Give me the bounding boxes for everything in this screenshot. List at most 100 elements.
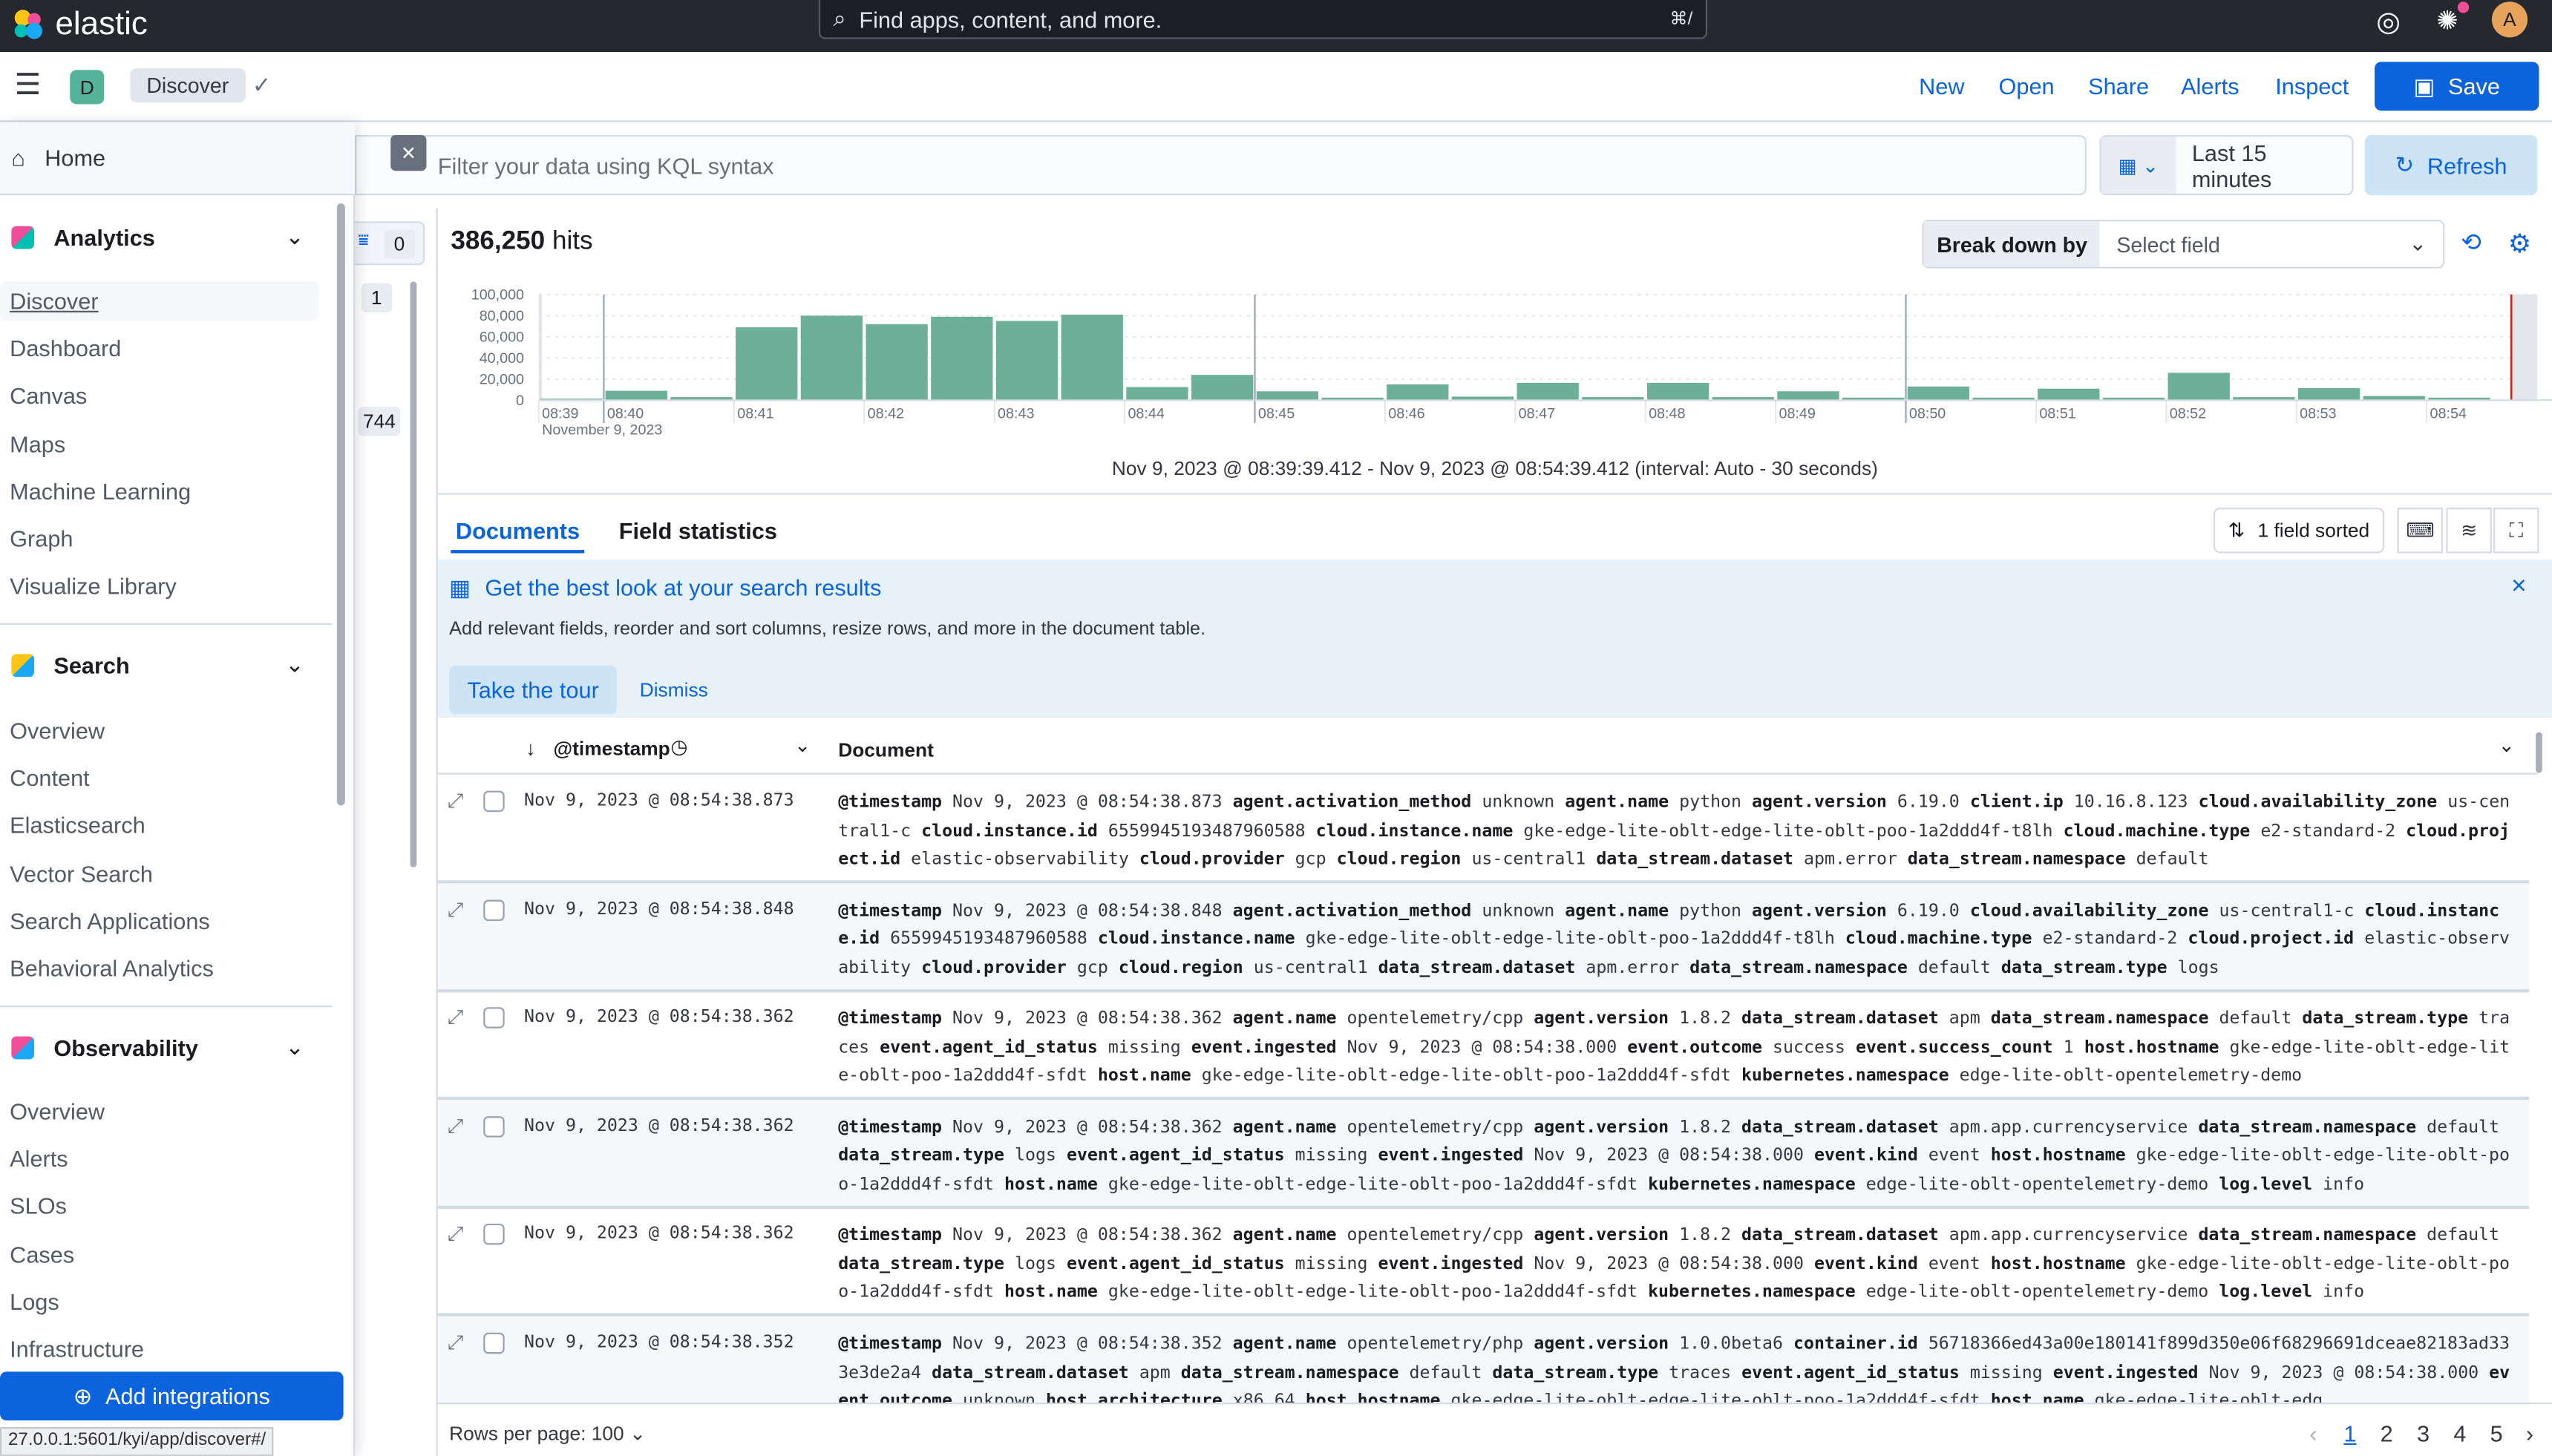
gear-icon[interactable]: ⚙: [2507, 231, 2532, 259]
open-button[interactable]: Open: [1998, 73, 2055, 99]
column-timestamp[interactable]: @timestamp: [553, 737, 670, 760]
histogram-bar: [736, 327, 798, 401]
new-button[interactable]: New: [1919, 73, 1965, 99]
scrollbar[interactable]: [2536, 732, 2542, 773]
date-picker[interactable]: ▦ ⌄ Last 15 minutes: [2099, 134, 2354, 196]
nav-group-search[interactable]: Search ⌄: [11, 651, 304, 678]
alerts-button[interactable]: Alerts: [2181, 73, 2239, 99]
date-range-label[interactable]: Last 15 minutes: [2191, 139, 2272, 191]
nav-item-discover[interactable]: Discover: [0, 281, 319, 321]
nav-item-elasticsearch[interactable]: Elasticsearch: [10, 812, 145, 839]
expand-icon[interactable]: ⤢: [447, 1006, 464, 1029]
page-2[interactable]: 2: [2380, 1420, 2393, 1447]
scrollbar[interactable]: [336, 203, 345, 806]
nav-item-visualize-library[interactable]: Visualize Library: [10, 573, 177, 600]
breakdown-placeholder[interactable]: Select field: [2116, 232, 2220, 257]
close-icon[interactable]: ×: [390, 134, 427, 171]
expand-icon[interactable]: ⤢: [447, 897, 464, 921]
nav-item-cases[interactable]: Cases: [10, 1241, 75, 1268]
nav-item-machine-learning[interactable]: Machine Learning: [10, 478, 192, 505]
nav-item-overview[interactable]: Overview: [10, 1098, 105, 1125]
prev-page-icon[interactable]: ‹: [2309, 1420, 2317, 1447]
breadcrumb-discover[interactable]: Discover: [130, 68, 246, 103]
dismiss-button[interactable]: Dismiss: [639, 678, 708, 702]
chevron-down-icon: ⌄: [285, 1033, 305, 1060]
expand-icon[interactable]: ⤢: [447, 1114, 464, 1138]
menu-icon[interactable]: ☰: [14, 68, 42, 101]
next-page-icon[interactable]: ›: [2525, 1420, 2534, 1447]
tab-field-statistics[interactable]: Field statistics: [618, 517, 777, 544]
user-avatar[interactable]: A: [2491, 1, 2528, 38]
nav-item-alerts[interactable]: Alerts: [10, 1146, 68, 1173]
space-badge[interactable]: D: [70, 70, 105, 105]
global-search[interactable]: ⌕ Find apps, content, and more. ⌘/: [818, 0, 1708, 39]
keyboard-icon[interactable]: ⌨: [2397, 508, 2444, 554]
page-1[interactable]: 1: [2343, 1420, 2357, 1447]
row-checkbox[interactable]: [483, 1007, 505, 1029]
fullscreen-icon[interactable]: ⛶: [2493, 508, 2539, 554]
row-checkbox[interactable]: [483, 790, 505, 813]
histogram-chart[interactable]: 0 20,000 40,000 60,000 80,000 100,000 08:39 08:…: [438, 280, 2552, 450]
column-document[interactable]: Document: [838, 738, 934, 762]
expand-icon[interactable]: ⤢: [447, 1222, 464, 1246]
rows-per-page[interactable]: Rows per page: 100 ⌄: [449, 1422, 647, 1446]
field-name: agent.version: [1534, 1117, 1669, 1138]
field-filter-button[interactable]: ⩸ 0: [354, 221, 425, 266]
display-settings-icon[interactable]: ≋: [2446, 508, 2492, 554]
save-button[interactable]: ▣ Save: [2375, 62, 2539, 111]
breakdown-select[interactable]: Break down by Select field ⌄: [1922, 220, 2445, 269]
nav-item-content[interactable]: Content: [10, 764, 90, 792]
table-row[interactable]: ⤢ Nov 9, 2023 @ 08:54:38.362 @timestamp No…: [437, 1208, 2530, 1317]
nav-item-overview[interactable]: Overview: [10, 717, 105, 744]
chevron-down-icon[interactable]: ⌄: [794, 733, 811, 757]
nav-item-infrastructure[interactable]: Infrastructure: [10, 1336, 145, 1362]
row-checkbox[interactable]: [483, 1224, 505, 1246]
chevron-down-icon[interactable]: ⌄: [2498, 733, 2515, 757]
nav-group-analytics[interactable]: Analytics ⌄: [11, 223, 304, 250]
kql-query-input[interactable]: Filter your data using KQL syntax: [354, 134, 2087, 196]
refresh-button[interactable]: ↻ Refresh: [2364, 134, 2538, 196]
table-row[interactable]: ⤢ Nov 9, 2023 @ 08:54:38.362 @timestamp No…: [437, 991, 2530, 1101]
take-tour-button[interactable]: Take the tour: [449, 665, 617, 715]
row-checkbox[interactable]: [483, 1332, 505, 1354]
field-value: 1: [2063, 1037, 2074, 1057]
sort-button[interactable]: ⇅ 1 field sorted: [2213, 508, 2385, 554]
nav-item-slos[interactable]: SLOs: [10, 1193, 67, 1220]
nav-item-behavioral-analytics[interactable]: Behavioral Analytics: [10, 955, 214, 982]
chart-options-icon[interactable]: ⟲: [2461, 229, 2481, 258]
row-checkbox[interactable]: [483, 1115, 505, 1138]
x-tick-label: 08:52: [2170, 405, 2206, 422]
inspect-button[interactable]: Inspect: [2275, 73, 2349, 99]
nav-group-observability[interactable]: Observability ⌄: [11, 1033, 304, 1060]
nav-item-search-applications[interactable]: Search Applications: [10, 908, 210, 934]
close-icon[interactable]: ×: [2511, 572, 2527, 601]
nav-item-canvas[interactable]: Canvas: [10, 383, 88, 410]
news-feed-icon[interactable]: ✺: [2436, 7, 2458, 36]
nav-item-vector-search[interactable]: Vector Search: [10, 859, 153, 887]
field-name: agent.version: [1534, 1009, 1669, 1029]
row-checkbox[interactable]: [483, 899, 505, 921]
tab-documents[interactable]: Documents: [451, 508, 585, 554]
nav-home[interactable]: ⌂ Home: [0, 122, 355, 196]
add-integrations-button[interactable]: ⊕ Add integrations: [0, 1371, 344, 1421]
table-row[interactable]: ⤢ Nov 9, 2023 @ 08:54:38.362 @timestamp No…: [437, 1099, 2530, 1209]
page-5[interactable]: 5: [2490, 1420, 2503, 1447]
scrollbar[interactable]: [410, 281, 417, 868]
table-row[interactable]: ⤢ Nov 9, 2023 @ 08:54:38.873 @timestamp No…: [437, 775, 2530, 884]
time-range-caption: Nov 9, 2023 @ 08:39:39.412 - Nov 9, 2023…: [1111, 457, 1878, 480]
calendar-icon[interactable]: ▦ ⌄: [2101, 137, 2176, 194]
page-3[interactable]: 3: [2417, 1420, 2430, 1447]
elastic-logo[interactable]: elastic: [10, 3, 148, 45]
nav-item-logs[interactable]: Logs: [10, 1288, 59, 1315]
table-row[interactable]: ⤢ Nov 9, 2023 @ 08:54:38.848 @timestamp No…: [437, 882, 2530, 992]
nav-item-graph[interactable]: Graph: [10, 525, 73, 552]
page-4[interactable]: 4: [2453, 1420, 2467, 1447]
share-button[interactable]: Share: [2088, 73, 2150, 99]
nav-item-maps[interactable]: Maps: [10, 430, 66, 457]
sort-desc-icon[interactable]: ↓: [526, 737, 536, 760]
expand-icon[interactable]: ⤢: [447, 1331, 464, 1354]
expand-icon[interactable]: ⤢: [447, 789, 464, 813]
nav-item-dashboard[interactable]: Dashboard: [10, 335, 122, 362]
help-icon[interactable]: ◎: [2376, 6, 2401, 38]
hits-number: 386,250: [451, 227, 546, 256]
